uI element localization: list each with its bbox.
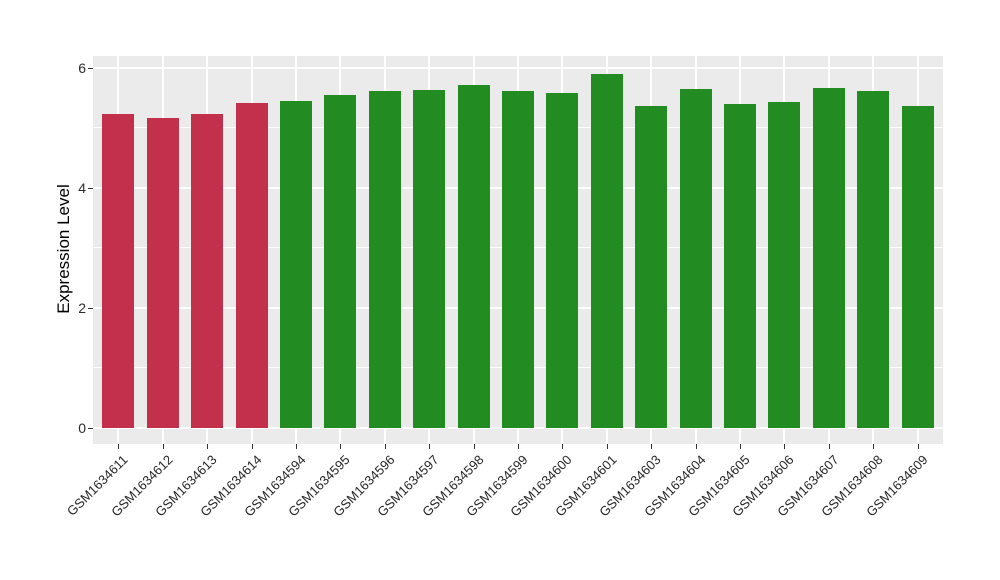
x-tick-mark bbox=[740, 444, 741, 449]
y-tick-mark bbox=[88, 428, 93, 429]
plot-panel bbox=[93, 56, 943, 444]
bar-GSM1634609 bbox=[901, 105, 934, 428]
y-tick-label: 2 bbox=[78, 300, 86, 316]
y-tick-label: 6 bbox=[78, 60, 86, 76]
bar-GSM1634606 bbox=[768, 101, 801, 428]
x-tick-mark bbox=[873, 444, 875, 449]
x-tick-mark bbox=[828, 444, 830, 449]
x-tick-mark bbox=[518, 444, 519, 449]
x-tick-mark bbox=[562, 444, 564, 449]
bar-GSM1634601 bbox=[590, 74, 623, 428]
bar-GSM1634600 bbox=[546, 92, 579, 428]
bar-GSM1634605 bbox=[724, 104, 756, 428]
x-tick-mark bbox=[429, 444, 431, 449]
y-axis-title: Expression Level bbox=[54, 184, 73, 314]
bar-GSM1634612 bbox=[146, 118, 179, 428]
x-tick-mark bbox=[606, 444, 608, 449]
y-tick-mark bbox=[88, 188, 93, 189]
bar-GSM1634597 bbox=[413, 89, 446, 428]
x-tick-mark bbox=[118, 444, 120, 449]
y-tick-mark bbox=[88, 308, 93, 309]
x-tick-mark bbox=[207, 444, 209, 449]
bar-GSM1634594 bbox=[280, 101, 312, 428]
bar-GSM1634604 bbox=[679, 89, 712, 428]
bar-GSM1634614 bbox=[235, 103, 268, 428]
x-tick-mark bbox=[473, 444, 475, 449]
x-tick-mark bbox=[384, 444, 386, 449]
bar-GSM1634611 bbox=[102, 113, 135, 428]
bar-GSM1634599 bbox=[502, 90, 534, 428]
x-tick-mark bbox=[340, 444, 342, 449]
bar-GSM1634598 bbox=[457, 85, 490, 428]
x-tick-mark bbox=[651, 444, 653, 449]
x-tick-mark bbox=[251, 444, 253, 449]
bar-GSM1634608 bbox=[857, 91, 890, 428]
y-tick-mark bbox=[88, 68, 93, 69]
x-tick-mark bbox=[917, 444, 919, 449]
bar-GSM1634607 bbox=[812, 88, 845, 428]
bar-GSM1634613 bbox=[191, 114, 224, 428]
y-tick-label: 4 bbox=[78, 180, 86, 196]
bar-GSM1634603 bbox=[635, 105, 668, 428]
x-tick-mark bbox=[695, 444, 697, 449]
x-tick-mark bbox=[784, 444, 786, 449]
bar-GSM1634596 bbox=[368, 90, 401, 428]
x-tick-mark bbox=[296, 444, 297, 449]
y-tick-label: 0 bbox=[78, 420, 86, 436]
bar-GSM1634595 bbox=[324, 95, 357, 428]
x-tick-mark bbox=[162, 444, 164, 449]
